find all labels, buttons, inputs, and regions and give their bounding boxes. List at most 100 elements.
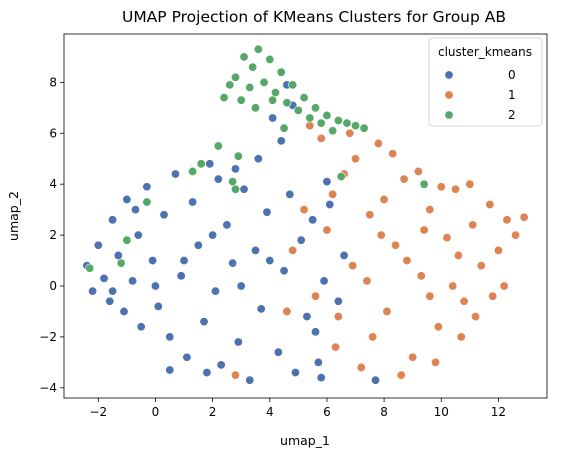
scatter-point-cluster-2 [196, 159, 206, 169]
scatter-point-cluster-0 [130, 205, 140, 215]
x-tick-label: 12 [491, 405, 506, 419]
scatter-point-cluster-2 [233, 151, 243, 161]
scatter-point-cluster-2 [122, 235, 132, 245]
scatter-point-cluster-1 [485, 200, 495, 210]
scatter-point-cluster-1 [493, 245, 503, 255]
scatter-point-cluster-1 [333, 312, 343, 322]
x-tick-label: 4 [266, 405, 274, 419]
scatter-point-cluster-0 [253, 154, 263, 164]
scatter-point-cluster-1 [382, 306, 392, 316]
scatter-point-cluster-2 [245, 82, 255, 92]
scatter-point-cluster-1 [402, 256, 412, 266]
scatter-point-cluster-1 [379, 194, 389, 204]
scatter-point-cluster-1 [416, 271, 426, 281]
scatter-point-cluster-0 [256, 304, 266, 314]
scatter-point-cluster-0 [216, 360, 226, 370]
scatter-point-cluster-1 [425, 291, 435, 301]
legend-marker-cluster-2 [444, 110, 454, 120]
legend-marker-cluster-0 [444, 70, 454, 80]
scatter-point-cluster-0 [222, 220, 232, 230]
scatter-point-cluster-2 [219, 93, 229, 103]
scatter-point-cluster-0 [319, 276, 329, 286]
scatter-point-cluster-0 [188, 197, 198, 207]
scatter-point-cluster-0 [296, 235, 306, 245]
x-axis: −2 0 2 4 6 8 10 12 [89, 398, 506, 419]
scatter-point-cluster-1 [310, 291, 320, 301]
scatter-point-cluster-0 [176, 271, 186, 281]
scatter-point-cluster-1 [356, 362, 366, 372]
scatter-point-cluster-2 [328, 126, 338, 136]
scatter-point-cluster-2 [305, 113, 315, 123]
scatter-point-cluster-1 [502, 215, 512, 225]
plot-frame [63, 33, 548, 399]
scatter-point-cluster-0 [182, 352, 192, 362]
scatter-point-cluster-2 [228, 177, 238, 187]
scatter-point-cluster-2 [351, 121, 361, 131]
scatter-point-cluster-2 [279, 123, 289, 133]
scatter-point-cluster-2 [253, 44, 263, 54]
scatter-point-cluster-2 [188, 166, 198, 176]
y-axis-label: umap_2 [6, 191, 21, 241]
scatter-point-cluster-1 [230, 370, 240, 380]
points-layer [82, 44, 529, 385]
scatter-point-cluster-0 [213, 174, 223, 184]
scatter-point-cluster-0 [268, 113, 278, 123]
scatter-point-cluster-1 [519, 212, 529, 222]
scatter-point-cluster-0 [371, 375, 381, 385]
legend-label-cluster-2: 2 [508, 108, 516, 122]
scatter-point-cluster-0 [133, 230, 143, 240]
scatter-point-cluster-0 [339, 250, 349, 260]
scatter-point-cluster-1 [451, 184, 461, 194]
scatter-point-cluster-1 [431, 357, 441, 367]
scatter-point-cluster-0 [333, 296, 343, 306]
scatter-point-cluster-1 [459, 296, 469, 306]
scatter-point-cluster-0 [273, 347, 283, 357]
scatter-point-cluster-0 [113, 250, 123, 260]
legend-marker-cluster-1 [444, 90, 454, 100]
scatter-point-cluster-0 [136, 322, 146, 332]
y-tick-label: 2 [49, 228, 57, 242]
scatter-point-cluster-0 [159, 210, 169, 220]
scatter-point-cluster-1 [453, 250, 463, 260]
scatter-point-cluster-1 [331, 342, 341, 352]
scatter-point-cluster-1 [465, 179, 475, 189]
scatter-point-cluster-2 [268, 95, 278, 105]
scatter-point-cluster-0 [150, 281, 160, 291]
scatter-point-cluster-2 [322, 110, 332, 120]
scatter-point-cluster-1 [488, 291, 498, 301]
scatter-point-cluster-2 [225, 80, 235, 90]
scatter-point-cluster-0 [108, 215, 118, 225]
legend-label-cluster-1: 1 [508, 88, 516, 102]
x-tick-label: 0 [152, 405, 160, 419]
scatter-point-cluster-1 [288, 245, 298, 255]
x-tick-label: 6 [323, 405, 331, 419]
scatter-point-cluster-0 [208, 230, 218, 240]
scatter-point-cluster-1 [362, 276, 372, 286]
scatter-point-cluster-1 [345, 128, 355, 138]
scatter-point-cluster-2 [336, 172, 346, 182]
x-axis-label: umap_1 [280, 433, 330, 448]
legend-title: cluster_kmeans [438, 45, 532, 59]
scatter-point-cluster-2 [270, 88, 280, 98]
scatter-point-cluster-2 [333, 116, 343, 126]
scatter-point-cluster-0 [322, 177, 332, 187]
scatter-point-cluster-1 [408, 352, 418, 362]
scatter-point-cluster-1 [436, 182, 446, 192]
scatter-point-cluster-0 [308, 215, 318, 225]
scatter-point-cluster-1 [328, 189, 338, 199]
scatter-point-cluster-0 [193, 240, 203, 250]
scatter-point-cluster-0 [262, 207, 272, 217]
scatter-point-cluster-0 [245, 375, 255, 385]
scatter-point-cluster-0 [228, 258, 238, 268]
scatter-point-cluster-0 [93, 240, 103, 250]
scatter-point-cluster-1 [376, 230, 386, 240]
scatter-point-cluster-0 [202, 368, 212, 378]
legend: cluster_kmeans 0 1 2 [428, 37, 543, 127]
scatter-point-cluster-1 [282, 306, 292, 316]
scatter-point-cluster-0 [210, 286, 220, 296]
scatter-point-cluster-0 [170, 169, 180, 179]
scatter-point-cluster-2 [276, 67, 286, 77]
scatter-point-cluster-1 [373, 138, 383, 148]
scatter-point-cluster-0 [148, 256, 158, 266]
